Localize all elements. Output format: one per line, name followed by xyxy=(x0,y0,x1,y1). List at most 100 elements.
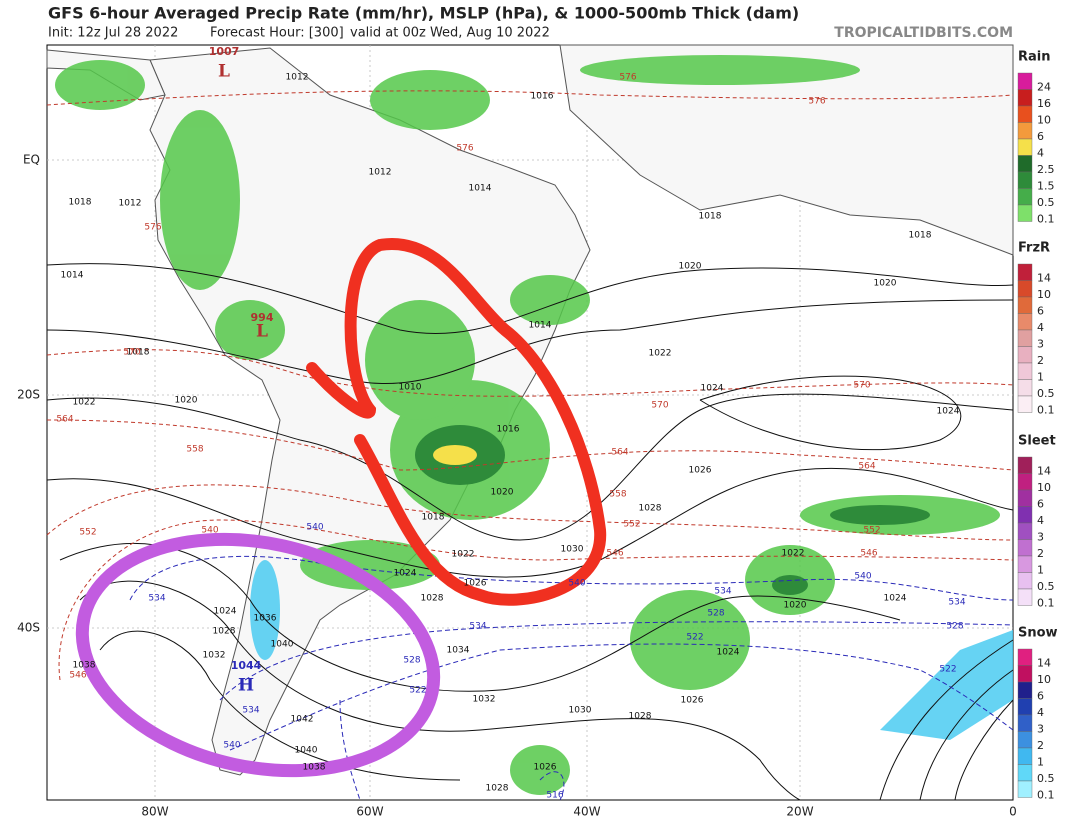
thickness-red xyxy=(46,90,1014,681)
legend-swatch xyxy=(1017,506,1033,524)
thickness-label: 522 xyxy=(686,633,703,643)
legend-swatch xyxy=(1017,379,1033,397)
init: Init: 12z Jul 28 2022 xyxy=(48,26,178,41)
legend-label: 2.5 xyxy=(1037,163,1055,176)
isobar-label: 1018 xyxy=(909,231,932,241)
isobar-label: 1026 xyxy=(534,763,557,773)
thickness-label: 534 xyxy=(714,587,731,597)
precip-peak xyxy=(433,445,477,465)
thickness-label: 540 xyxy=(854,572,871,582)
legend-label: 10 xyxy=(1037,481,1051,494)
legend-label: 6 xyxy=(1037,130,1044,143)
legend-swatch xyxy=(1017,313,1033,331)
lat-label: 40S xyxy=(17,621,40,635)
thickness-label: 546 xyxy=(860,549,877,559)
isobar-label: 1012 xyxy=(119,199,142,209)
thickness-label: 534 xyxy=(469,622,486,632)
map xyxy=(46,44,1014,801)
legend-swatch xyxy=(1017,764,1033,782)
isobar-label: 1020 xyxy=(784,601,807,611)
isobar-label: 1012 xyxy=(286,73,309,83)
isobar-label: 1028 xyxy=(213,627,236,637)
isobar-label: 1030 xyxy=(569,706,592,716)
legend-swatch xyxy=(1017,588,1033,606)
thickness-label: 576 xyxy=(619,73,636,83)
thickness-label: 540 xyxy=(568,579,585,589)
legend-label: 3 xyxy=(1037,338,1044,351)
isobar-label: 1028 xyxy=(421,594,444,604)
isobar-label: 1014 xyxy=(529,321,552,331)
legend-swatch xyxy=(1017,665,1033,683)
legend-swatch xyxy=(1017,395,1033,413)
isobar-label: 1024 xyxy=(884,594,907,604)
isobar-label: 1018 xyxy=(422,513,445,523)
legend-label: 4 xyxy=(1037,514,1044,527)
legend-title: FrzR xyxy=(1018,241,1050,256)
legend-swatch xyxy=(1017,329,1033,347)
isobar-label: 1034 xyxy=(447,646,470,656)
isobar-label: 1032 xyxy=(473,695,496,705)
isobar-label: 1030 xyxy=(561,545,584,555)
legend-swatch xyxy=(1017,648,1033,666)
isobar-label: 1026 xyxy=(689,466,712,476)
legend-label: 0.1 xyxy=(1037,597,1055,610)
center-value: 1044 xyxy=(231,659,262,672)
center-value: 1007 xyxy=(209,45,240,58)
legend-swatch xyxy=(1017,122,1033,140)
isobar-label: 1014 xyxy=(469,184,492,194)
legend-label: 0.1 xyxy=(1037,213,1055,226)
annotation-red xyxy=(306,237,607,606)
center-letter: L xyxy=(218,62,230,82)
lat-label: EQ xyxy=(23,153,40,167)
isobar-label: 1024 xyxy=(701,384,724,394)
thickness-label: 570 xyxy=(853,381,870,391)
legend-label: 24 xyxy=(1037,81,1051,94)
thickness-label: 546 xyxy=(606,549,623,559)
forecast: Forecast Hour: [300] xyxy=(210,26,344,41)
legend-swatch xyxy=(1017,780,1033,798)
isobar-label: 1020 xyxy=(679,262,702,272)
thickness-label: 540 xyxy=(306,523,323,533)
isobar-label: 1014 xyxy=(61,271,84,281)
title: GFS 6-hour Averaged Precip Rate (mm/hr),… xyxy=(48,4,799,23)
thickness-label: 576 xyxy=(808,97,825,107)
isobar-label: 1022 xyxy=(452,550,475,560)
isobar-label: 1042 xyxy=(291,715,314,725)
legend-label: 16 xyxy=(1037,97,1051,110)
legend-label: 2 xyxy=(1037,739,1044,752)
isobar-label: 1018 xyxy=(127,348,150,358)
legend-swatch xyxy=(1017,572,1033,590)
isobar-label: 1028 xyxy=(486,784,509,794)
isobar-label: 1016 xyxy=(497,425,520,435)
isobar-label: 1024 xyxy=(394,569,417,579)
isobar-label: 1022 xyxy=(73,398,96,408)
lon-label: 20W xyxy=(786,805,813,819)
thickness-label: 552 xyxy=(863,526,880,536)
legend-swatch xyxy=(1017,362,1033,380)
legend-swatch xyxy=(1017,731,1033,749)
legend-swatch xyxy=(1017,105,1033,123)
legend-label: 10 xyxy=(1037,673,1051,686)
isobar-label: 1038 xyxy=(303,763,326,773)
site: TROPICALTIDBITS.COM xyxy=(834,25,1013,41)
legend-title: Snow xyxy=(1018,626,1058,641)
thickness-label: 540 xyxy=(201,526,218,536)
legend-label: 6 xyxy=(1037,690,1044,703)
legend-label: 3 xyxy=(1037,531,1044,544)
legend-swatch xyxy=(1017,89,1033,107)
isobar-label: 1020 xyxy=(874,279,897,289)
isobar-label: 1024 xyxy=(717,648,740,658)
legend-label: 4 xyxy=(1037,321,1044,334)
thickness-label: 564 xyxy=(858,462,875,472)
thickness-label: 528 xyxy=(707,609,724,619)
thickness-label: 528 xyxy=(946,622,963,632)
thickness-label: 540 xyxy=(223,741,240,751)
legend-label: 4 xyxy=(1037,147,1044,160)
annotation-magenta xyxy=(75,532,441,778)
isobar-label: 1024 xyxy=(214,607,237,617)
legend-label: 4 xyxy=(1037,706,1044,719)
legend-swatch xyxy=(1017,280,1033,298)
